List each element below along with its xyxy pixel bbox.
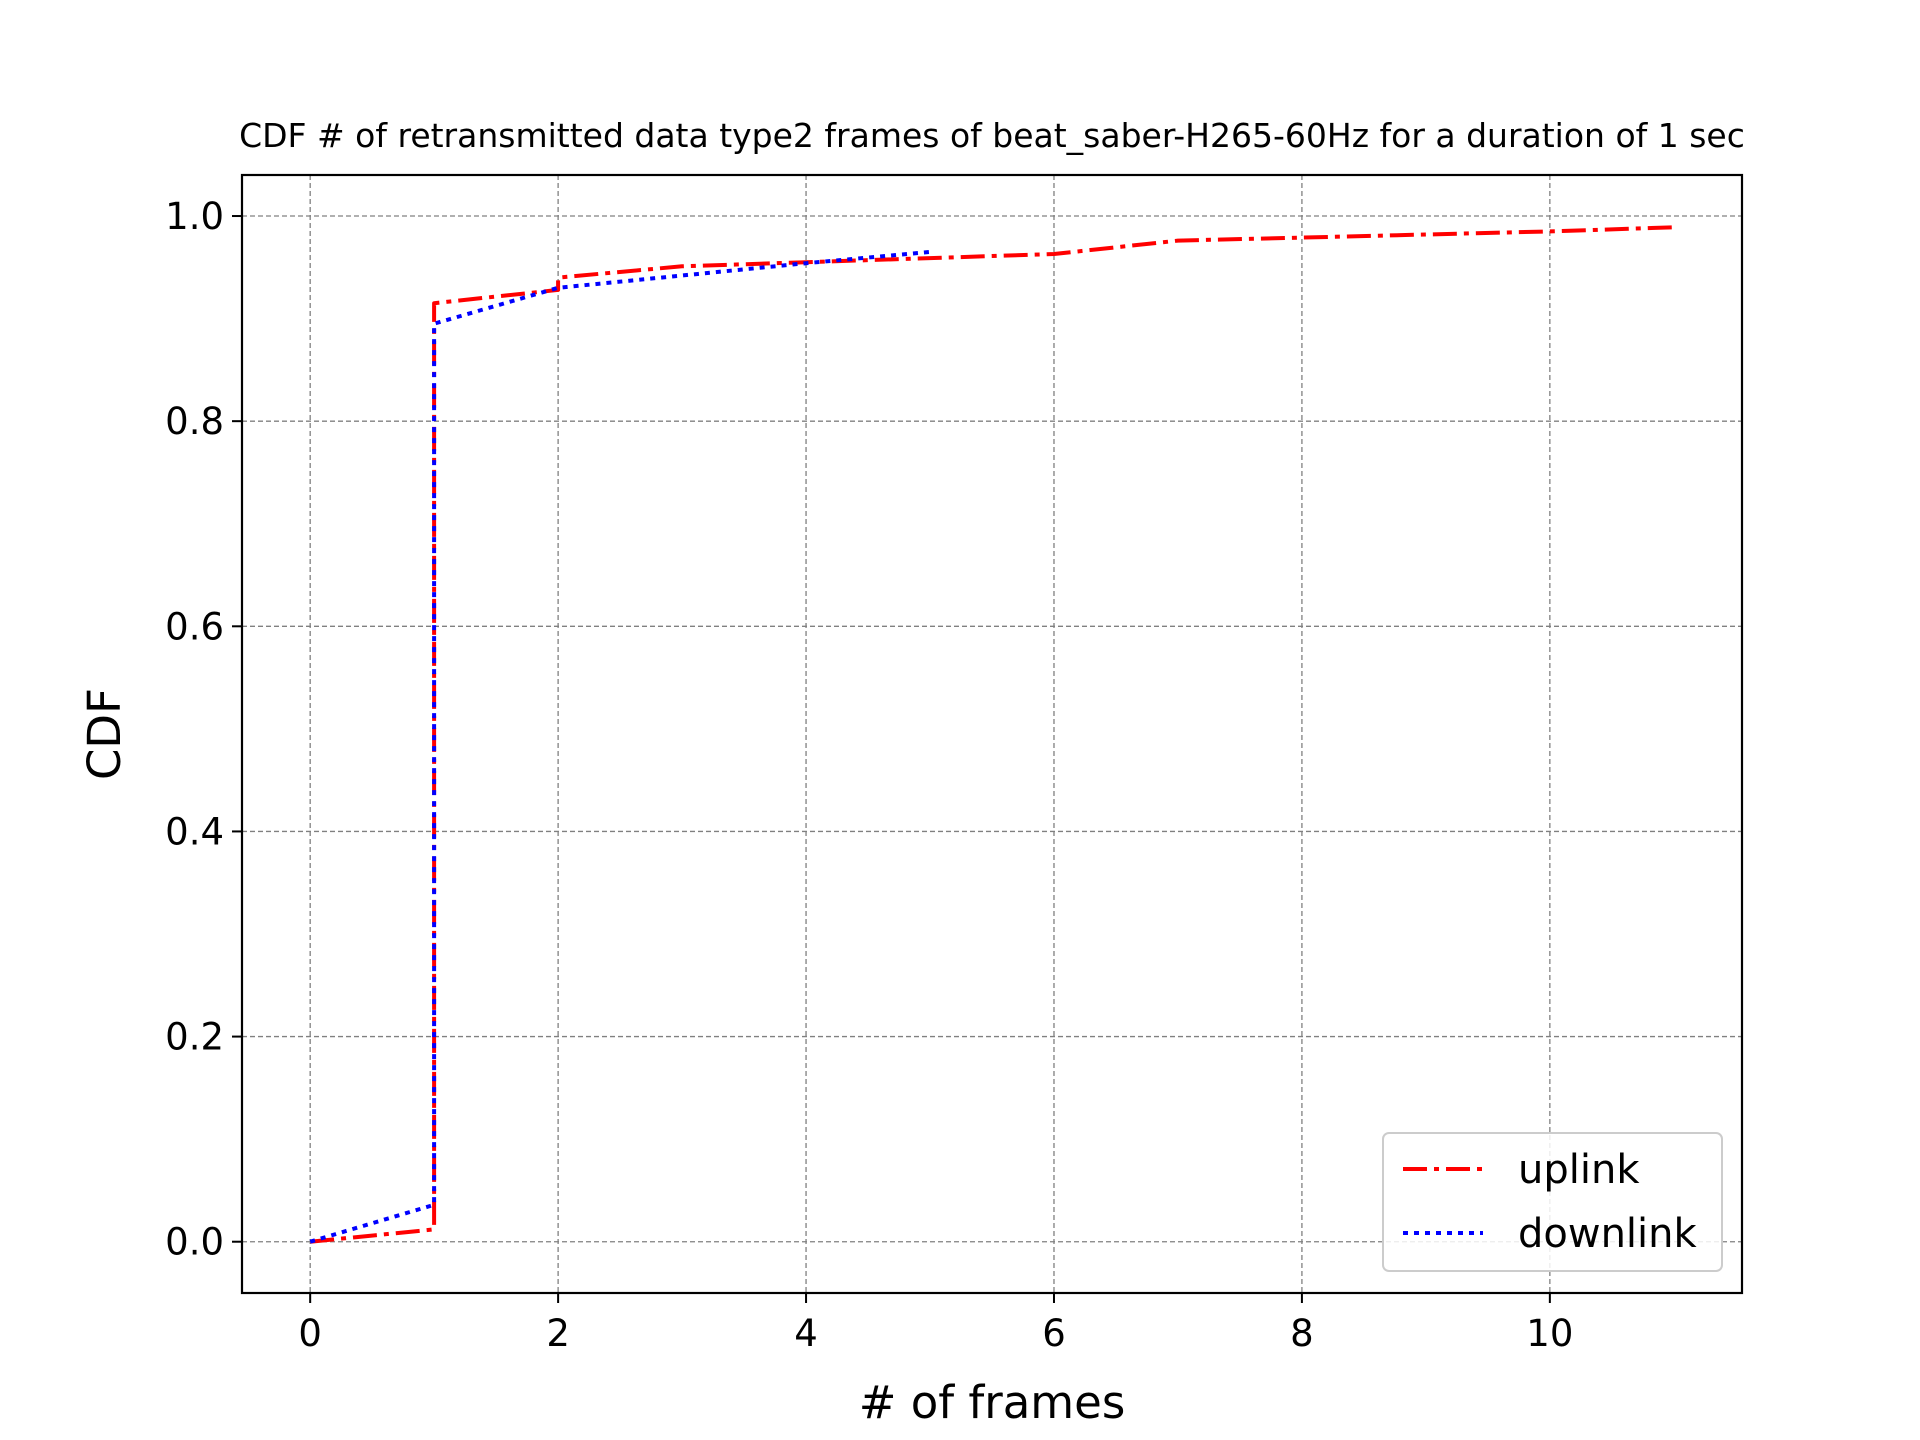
x-tick-label: 8 [1290,1312,1314,1355]
x-tick-label: 10 [1526,1312,1573,1355]
y-axis-label: CDF [78,688,131,780]
x-axis: 0 2 4 6 8 10 [298,1293,1573,1355]
series-lines [309,225,1674,1244]
legend-label-uplink: uplink [1518,1147,1640,1193]
y-tick-label: 0.6 [165,605,224,648]
y-axis: 0.0 0.2 0.4 0.6 0.8 1.0 [165,195,242,1264]
series-line-downlink [309,249,931,1244]
x-tick-label: 2 [546,1312,570,1355]
y-tick-label: 0.0 [165,1221,224,1264]
y-tick-label: 1.0 [165,195,224,238]
x-tick-label: 0 [298,1312,322,1355]
y-tick-label: 0.4 [165,810,224,853]
y-tick-label: 0.2 [165,1016,224,1059]
x-axis-label: # of frames [859,1376,1126,1429]
legend: uplink downlink [1382,1132,1723,1272]
legend-label-downlink: downlink [1518,1211,1698,1257]
y-tick-label: 0.8 [165,400,224,443]
chart-title: CDF # of retransmitted data type2 frames… [239,116,1745,155]
grid-lines [242,175,1742,1293]
x-tick-label: 6 [1042,1312,1066,1355]
x-tick-label: 4 [794,1312,818,1355]
plot-frame [240,173,1744,1295]
series-line-uplink [310,225,1674,1244]
